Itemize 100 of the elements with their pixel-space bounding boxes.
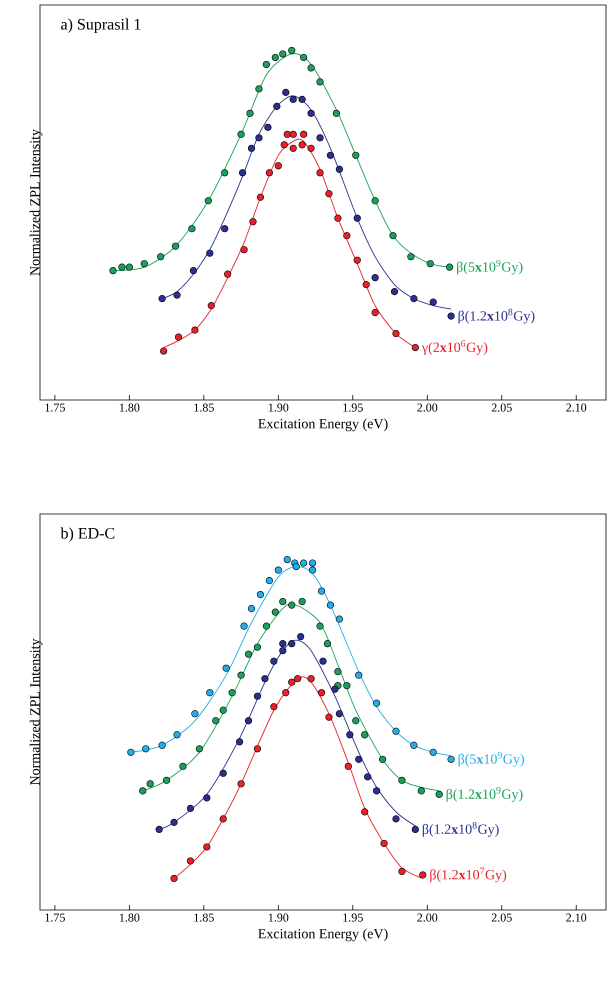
point [249,218,257,226]
point [284,556,291,564]
point [240,246,248,254]
point [426,260,434,268]
point [140,260,148,268]
point [272,608,279,616]
point [447,756,455,763]
series-label: β(1.2x10$^{8}$Gy) [458,308,534,324]
point [248,605,256,612]
point [262,60,270,68]
point [300,559,308,567]
point [316,169,324,176]
point [336,166,343,173]
x-tick-label: 2.00 [417,404,438,412]
point [163,776,170,784]
point [412,826,419,833]
point [346,731,354,738]
point [308,559,316,567]
point [221,225,228,232]
x-tick-label: 1.95 [343,914,363,922]
point [208,302,215,310]
point [279,50,286,58]
point [446,264,454,271]
point [282,689,290,696]
point [412,344,419,352]
point [274,162,282,170]
x-tick-label: 1.95 [343,404,363,412]
point [378,756,386,763]
point [398,868,406,876]
point [179,762,187,770]
point [294,675,302,682]
point [392,330,400,338]
point [373,700,380,707]
point [288,678,296,686]
point [410,295,418,302]
series-label: β(5x10$^{9}$Gy) [457,260,522,275]
point [237,130,245,138]
point [336,710,343,718]
point [254,692,262,700]
point [292,562,300,570]
x-axis-title: Excitation Energy (eV) [258,418,388,432]
point [172,242,180,250]
point [158,742,166,749]
point [280,141,288,148]
point [126,264,133,271]
x-tick-label: 1.75 [45,914,65,922]
point [361,731,368,738]
point [254,644,262,651]
x-tick-label: 1.90 [268,914,288,922]
point [392,815,400,822]
chart-title: b) ED-C [60,527,114,542]
point [324,640,332,648]
point [319,658,327,665]
point [331,686,339,693]
point [334,214,342,222]
point [186,857,194,865]
x-tick-label: 1.75 [45,404,65,412]
point [279,647,286,654]
point [156,826,163,833]
point [354,214,361,222]
point [352,717,360,724]
point [191,710,199,718]
point [222,664,230,672]
point [254,745,262,752]
point [206,250,214,257]
point [410,742,418,749]
point [279,640,286,648]
point [288,46,296,54]
point [170,874,178,882]
point [224,270,232,278]
y-axis-title: Normalized ZPL Intensity [30,129,42,276]
point [240,622,248,630]
point [380,840,388,848]
point [354,256,361,264]
point [118,264,126,271]
point [343,682,350,690]
x-tick-label: 1.80 [120,404,140,412]
x-tick-label: 2.05 [492,404,512,412]
point [336,616,343,623]
x-axis-title: Excitation Energy (eV) [258,928,388,942]
point [204,197,212,204]
point [246,110,254,117]
point [220,706,227,714]
y-axis-title: Normalized ZPL Intensity [30,638,42,786]
point [307,64,315,72]
point [270,658,278,665]
point [220,815,227,822]
point [430,748,437,756]
series-label: γ(2x10$^{6}$Gy) [422,340,488,355]
point [372,197,379,204]
point [307,675,315,682]
point [362,281,370,288]
series-label: β(5x10$^{9}$Gy) [458,752,524,767]
point [326,152,334,159]
point [220,770,227,777]
point [244,650,252,658]
point [419,871,426,879]
point [228,689,236,696]
point [256,590,264,598]
point [325,190,333,198]
